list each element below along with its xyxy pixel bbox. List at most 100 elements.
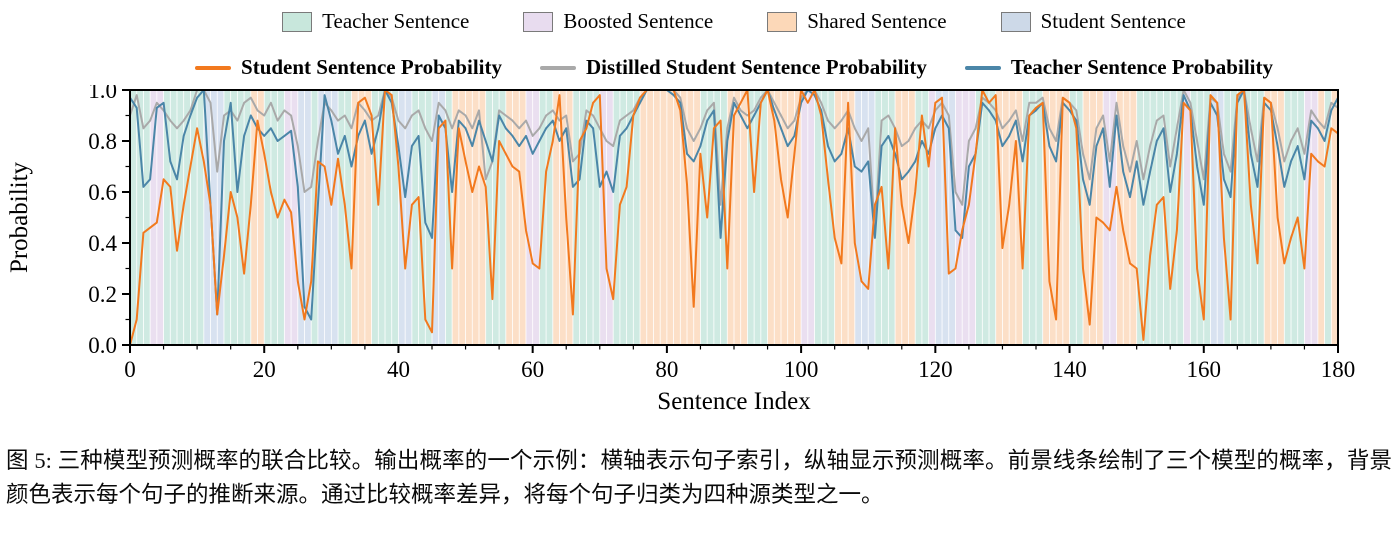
background-band — [720, 90, 727, 345]
background-band — [325, 90, 331, 345]
y-tick-label: 0.0 — [88, 333, 117, 358]
background-band — [794, 90, 801, 345]
background-band — [727, 90, 734, 345]
x-tick-label: 0 — [124, 357, 136, 382]
background-band — [405, 90, 412, 345]
background-band — [1197, 90, 1204, 345]
background-band — [392, 90, 399, 345]
background-band — [868, 90, 875, 345]
background-band — [1190, 90, 1197, 345]
background-band — [1157, 90, 1164, 345]
background-band — [821, 90, 828, 345]
background-band — [351, 90, 358, 345]
legend-item-shared-sentence: Shared Sentence — [767, 11, 947, 32]
background-band — [412, 90, 419, 345]
background-band — [372, 90, 378, 345]
background-band — [231, 90, 237, 345]
figure-caption: 图 5: 三种模型预测概率的联合比较。输出概率的一个示例：横轴表示句子索引，纵轴… — [6, 448, 1392, 507]
student-probability-label: Student Sentence Probability — [241, 55, 502, 79]
background-band — [1116, 90, 1123, 345]
background-band — [157, 90, 164, 345]
background-band — [902, 90, 909, 345]
background-band — [385, 90, 392, 345]
background-band — [177, 90, 184, 345]
background-band — [1137, 90, 1143, 345]
legend-item-teacher-sentence: Teacher Sentence — [282, 11, 469, 32]
legend-probability-lines: Student Sentence Probability Distilled S… — [130, 57, 1338, 78]
background-band — [915, 90, 922, 345]
background-band — [512, 90, 519, 345]
background-band — [976, 90, 982, 345]
distilled-probability-label: Distilled Student Sentence Probability — [585, 55, 927, 79]
background-band — [1163, 90, 1170, 345]
background-band — [1029, 90, 1036, 345]
background-band — [1311, 90, 1318, 345]
x-tick-label: 160 — [1187, 357, 1222, 382]
background-band — [955, 90, 962, 345]
background-band — [472, 90, 479, 345]
background-band — [345, 90, 352, 345]
student-probability-line-swatch — [195, 65, 232, 70]
background-band — [1331, 90, 1338, 345]
background-band — [660, 90, 667, 345]
chart-canvas: 0 20 40 60 80 100 120 140 160 180 0.0 0.2 0.4 0.6 0.8 1… — [6, 78, 1355, 415]
teacher-sentence-swatch — [282, 11, 313, 32]
background-band — [841, 90, 848, 345]
background-band — [861, 90, 868, 345]
series-line-1 — [129, 89, 1339, 232]
background-band — [613, 90, 620, 345]
legend-item-boosted-sentence: Boosted Sentence — [523, 11, 713, 32]
background-band — [519, 90, 526, 345]
student-sentence-swatch — [1000, 11, 1031, 32]
background-band — [1271, 90, 1278, 345]
background-band — [499, 90, 506, 345]
background-band — [734, 90, 741, 345]
background-band — [184, 90, 190, 345]
background-band — [1184, 90, 1190, 345]
background-band — [553, 90, 560, 345]
background-band — [318, 90, 325, 345]
background-band — [284, 90, 291, 345]
legend-background-categories: Teacher Sentence Boosted Sentence Shared… — [130, 11, 1338, 32]
background-band — [1036, 90, 1043, 345]
x-tick-label: 40 — [387, 357, 410, 382]
background-band — [1217, 90, 1224, 345]
teacher-probability-label: Teacher Sentence Probability — [1010, 55, 1273, 79]
background-band — [848, 90, 855, 345]
background-band — [714, 90, 721, 345]
background-band — [251, 90, 258, 345]
background-band — [674, 90, 680, 345]
background-band — [486, 90, 492, 345]
background-band — [640, 90, 647, 345]
distilled-probability-line-swatch — [539, 65, 576, 70]
background-band — [1324, 90, 1331, 345]
background-band — [1009, 90, 1016, 345]
background-band — [741, 90, 748, 345]
background-band — [439, 90, 446, 345]
background-band — [600, 90, 607, 345]
background-band — [365, 90, 372, 345]
probability-line-chart: 0 20 40 60 80 100 120 140 160 180 0.0 0.2 0.4 0.6 0.8 1… — [0, 78, 1398, 425]
background-band — [606, 90, 613, 345]
series-line-0 — [129, 89, 1339, 346]
teacher-probability-line-swatch — [964, 65, 1001, 70]
background-band — [278, 90, 284, 345]
background-band — [459, 90, 466, 345]
background-band — [1237, 90, 1244, 345]
background-band — [949, 90, 956, 345]
background-band — [1244, 90, 1251, 345]
background-band — [680, 90, 687, 345]
background-band — [1170, 90, 1177, 345]
y-tick-label: 0.2 — [88, 282, 117, 307]
background-band — [808, 90, 815, 345]
shared-sentence-swatch — [767, 11, 798, 32]
background-band — [1123, 90, 1130, 345]
background-band — [687, 90, 694, 345]
background-band — [378, 90, 385, 345]
x-tick-label: 60 — [521, 357, 544, 382]
background-band — [1096, 90, 1103, 345]
y-tick-label: 0.8 — [88, 129, 117, 154]
background-band — [814, 90, 821, 345]
background-band — [1090, 90, 1096, 345]
